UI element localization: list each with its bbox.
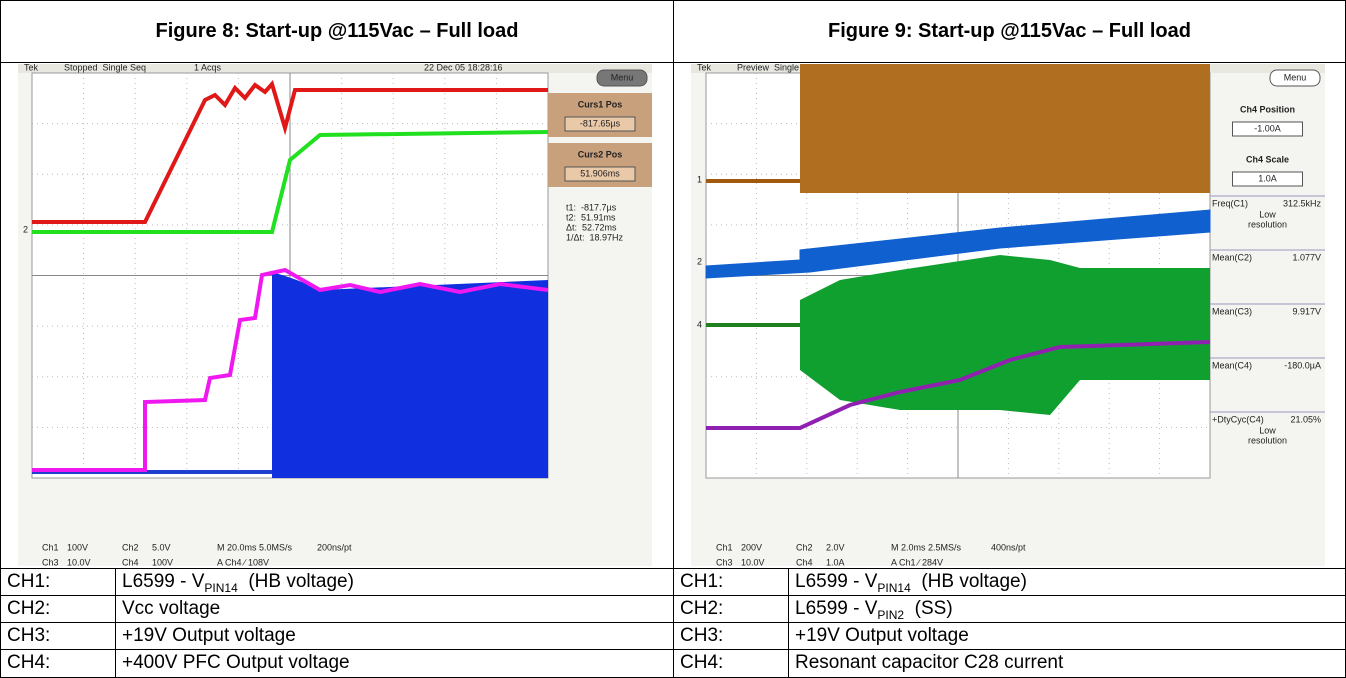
- bottom-label: Ch3: [716, 557, 733, 567]
- channel-marker: 4: [697, 319, 702, 329]
- panel-label: Ch4 Scale: [1246, 154, 1289, 164]
- bottom-label: Ch3: [42, 557, 59, 567]
- channel-marker: 2: [697, 256, 702, 266]
- waveform-ch2: [32, 130, 549, 234]
- text-part: PIN2: [877, 607, 905, 622]
- waveform-ch3: [32, 267, 549, 472]
- bottom-label: 1.0A: [826, 557, 845, 567]
- menu-label: Menu: [611, 72, 634, 82]
- meas-label: Mean(C2): [1212, 252, 1252, 262]
- panel-value-box: [1232, 121, 1303, 137]
- meas-note: resolution: [1248, 219, 1287, 229]
- waveform-ch3: [706, 340, 1211, 430]
- waveform-ch4-fill: [800, 255, 1210, 415]
- scope-topbar: [18, 64, 652, 73]
- bottom-label: 200ns/pt: [317, 542, 352, 552]
- cursor-readout: Δt: 52.72ms: [566, 222, 617, 232]
- meas-label: Mean(C4): [1212, 360, 1252, 370]
- meas-value: 1.077V: [1292, 252, 1321, 262]
- waveform-ch2: [705, 209, 1211, 279]
- panel-value-box: [564, 116, 636, 132]
- menu-label: Menu: [1284, 72, 1307, 82]
- text-part: L6599 - V: [795, 571, 878, 592]
- text-part: L6599 - V: [122, 571, 205, 592]
- status-text: Tek: [24, 62, 39, 72]
- figure-title: Figure 9: Start-up @115Vac – Full load: [673, 0, 1346, 63]
- bottom-label: Ch2: [122, 542, 139, 552]
- status-text: 22 Dec 05 18:28:16: [424, 62, 503, 72]
- text-part: +400V PFC Output voltage: [122, 652, 350, 673]
- bottom-label: 200V: [741, 542, 762, 552]
- status-text: 1 Acqs: [194, 62, 222, 72]
- cursor-readout: t1: -817.7µs: [566, 202, 617, 212]
- bottom-label: 5.0V: [152, 542, 171, 552]
- meas-value: -180.0µA: [1284, 360, 1321, 370]
- panel-label: Curs2 Pos: [578, 149, 623, 159]
- text-part: Resonant capacitor C28 current: [795, 652, 1064, 673]
- status-text: Tek: [697, 62, 712, 72]
- panel-value: 1.0A: [1258, 173, 1277, 183]
- waveform-ch1: [32, 79, 548, 224]
- bottom-label: Ch2: [796, 542, 813, 552]
- bottom-label: 100V: [67, 542, 88, 552]
- channel-marker: 1: [697, 174, 702, 184]
- meas-note: Low: [1259, 209, 1276, 219]
- meas-value: 21.05%: [1290, 414, 1321, 424]
- bottom-label: M 20.0ms 5.0MS/s: [217, 542, 293, 552]
- panel-value: 51.906ms: [580, 168, 620, 178]
- text-part: L6599 - V: [795, 598, 878, 619]
- menu-button: [1269, 69, 1321, 87]
- text-part: (HB voltage): [237, 571, 354, 592]
- bottom-label: Ch4: [796, 557, 813, 567]
- panel-label: Curs1 Pos: [578, 99, 623, 109]
- panel-value-box: [564, 166, 636, 182]
- meas-value: 312.5kHz: [1283, 198, 1322, 208]
- text-part: PIN14: [877, 580, 911, 595]
- channel-marker: 2: [23, 224, 28, 234]
- bottom-label: Ch1: [42, 542, 59, 552]
- meas-value: 9.917V: [1292, 306, 1321, 316]
- bottom-label: A Ch1 ∕ 284V: [891, 557, 943, 567]
- text-part: Vcc voltage: [122, 598, 221, 619]
- bottom-label: Ch4: [122, 557, 139, 567]
- meas-label: Freq(C1): [1212, 198, 1248, 208]
- meas-label: Mean(C3): [1212, 306, 1252, 316]
- status-text: Stopped Single Seq: [64, 62, 146, 72]
- bottom-label: M 2.0ms 2.5MS/s: [891, 542, 962, 552]
- panel-value-box: [1232, 171, 1303, 187]
- menu-button: [596, 69, 648, 87]
- bottom-label: 2.0V: [826, 542, 845, 552]
- text-part: (HB voltage): [910, 571, 1027, 592]
- bottom-label: Ch1: [716, 542, 733, 552]
- text-part: (SS): [904, 598, 953, 619]
- bottom-label: 400ns/pt: [991, 542, 1026, 552]
- meas-note: resolution: [1248, 435, 1287, 445]
- waveform-ch1-fill: [800, 64, 1210, 193]
- status-text: Preview Single Seq: [737, 62, 818, 72]
- meas-label: +DtyCyc(C4): [1212, 414, 1264, 424]
- panel-label: Ch4 Position: [1240, 104, 1295, 114]
- text-part: PIN14: [204, 580, 238, 595]
- cursor-readout: 1/Δt: 18.97Hz: [566, 232, 624, 242]
- panel-value: -1.00A: [1254, 123, 1281, 133]
- panel-value: -817.65µs: [580, 118, 621, 128]
- text-part: +19V Output voltage: [122, 625, 296, 646]
- bottom-label: 10.0V: [67, 557, 91, 567]
- bottom-label: 10.0V: [741, 557, 765, 567]
- text-part: +19V Output voltage: [795, 625, 969, 646]
- cursor-readout: t2: 51.91ms: [566, 212, 616, 222]
- waveform-ch4-fill: [272, 272, 548, 478]
- bottom-label: A Ch4 ∕ 108V: [217, 557, 269, 567]
- bottom-label: 100V: [152, 557, 173, 567]
- meas-note: Low: [1259, 425, 1276, 435]
- channel-desc: L6599 - VPIN14 (HB voltage): [788, 568, 1346, 596]
